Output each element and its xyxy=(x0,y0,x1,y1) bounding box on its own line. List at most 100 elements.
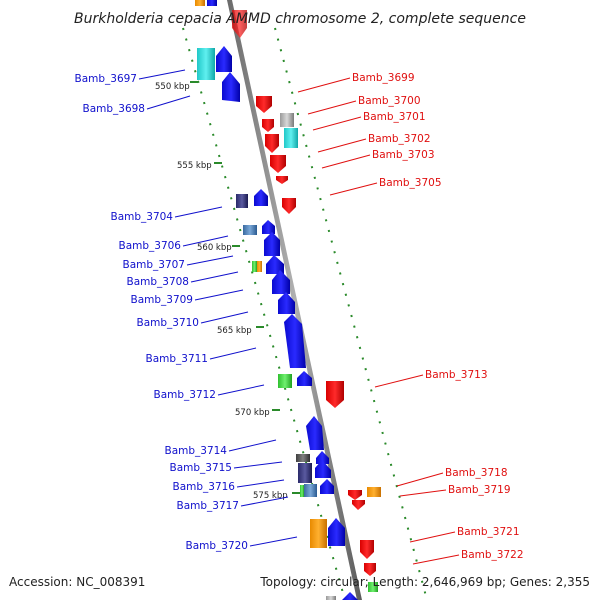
gene-feature[interactable] xyxy=(342,592,358,600)
gene-label-right[interactable]: Bamb_3699 xyxy=(352,72,415,84)
gene-label-right[interactable]: Bamb_3722 xyxy=(461,549,524,561)
leader-line xyxy=(240,496,289,507)
gene-feature-bamb-3711[interactable] xyxy=(284,314,306,368)
gene-label-left[interactable]: Bamb_3706 xyxy=(118,240,181,252)
gene-label-left[interactable]: Bamb_3707 xyxy=(122,259,185,271)
leader-line xyxy=(217,384,265,396)
gene-feature-bamb-3720[interactable] xyxy=(310,519,327,548)
gene-feature-bamb-3717[interactable] xyxy=(304,484,317,497)
gene-feature-bamb-3705[interactable] xyxy=(282,198,296,214)
leader-line xyxy=(209,347,257,360)
gene-label-right[interactable]: Bamb_3703 xyxy=(372,149,435,161)
leader-line xyxy=(412,554,460,565)
gene-feature[interactable] xyxy=(232,10,247,38)
gene-feature-bamb-3698[interactable] xyxy=(222,72,240,102)
gene-feature[interactable] xyxy=(328,518,345,546)
right-gene-labels: Bamb_3699 Bamb_3700 Bamb_3701 Bamb_3702 … xyxy=(352,72,524,561)
leader-line xyxy=(396,472,444,487)
gene-feature-bamb-3703[interactable] xyxy=(270,155,286,173)
kbp-label: 570 kbp xyxy=(235,408,270,418)
gene-features xyxy=(195,0,381,600)
gene-feature-bamb-3722[interactable] xyxy=(364,563,376,576)
gene-feature[interactable] xyxy=(296,454,310,462)
gene-feature[interactable] xyxy=(278,292,295,314)
gene-feature[interactable] xyxy=(367,487,381,497)
gene-feature[interactable] xyxy=(262,220,275,234)
gene-feature-bamb-3721[interactable] xyxy=(360,540,374,559)
gene-label-left[interactable]: Bamb_3697 xyxy=(74,73,137,85)
gene-label-right[interactable]: Bamb_3713 xyxy=(425,369,488,381)
gene-label-left[interactable]: Bamb_3716 xyxy=(172,481,235,493)
gene-feature-bamb-3719[interactable] xyxy=(352,500,365,510)
gene-feature-bamb-3710[interactable] xyxy=(272,270,290,294)
kbp-label: 555 kbp xyxy=(177,161,212,171)
kbp-label: 575 kbp xyxy=(253,491,288,501)
gene-feature-bamb-3701[interactable] xyxy=(262,119,274,132)
gene-feature[interactable] xyxy=(297,371,312,386)
gene-feature-bamb-3707[interactable] xyxy=(252,261,257,272)
gene-feature-bamb-3718[interactable] xyxy=(348,490,362,500)
leader-line xyxy=(174,206,223,218)
gene-feature-bamb-3713[interactable] xyxy=(326,381,344,408)
gene-feature-bamb-3704[interactable] xyxy=(236,194,248,208)
gene-feature-bamb-3708[interactable] xyxy=(264,232,280,256)
gene-feature[interactable] xyxy=(368,582,378,592)
gene-label-right[interactable]: Bamb_3700 xyxy=(358,95,421,107)
gene-label-left[interactable]: Bamb_3698 xyxy=(82,103,145,115)
track-guides xyxy=(182,27,428,600)
leader-line xyxy=(312,116,362,131)
leader-line xyxy=(194,289,244,301)
gene-label-left[interactable]: Bamb_3704 xyxy=(110,211,173,223)
gene-feature-bamb-3697[interactable] xyxy=(197,48,215,80)
gene-feature-bamb-3702[interactable] xyxy=(284,128,298,148)
gene-feature[interactable] xyxy=(254,189,268,206)
gene-feature[interactable] xyxy=(300,485,304,497)
gene-label-right[interactable]: Bamb_3701 xyxy=(363,111,426,123)
gene-feature[interactable] xyxy=(316,451,329,464)
leader-line xyxy=(317,138,367,153)
gene-feature[interactable] xyxy=(276,176,288,184)
gene-feature[interactable] xyxy=(326,596,336,600)
gene-feature-bamb-3706[interactable] xyxy=(243,225,257,235)
gene-feature[interactable] xyxy=(207,0,217,6)
gene-label-left[interactable]: Bamb_3709 xyxy=(130,294,193,306)
gene-label-right[interactable]: Bamb_3721 xyxy=(457,526,520,538)
backbone-strip xyxy=(227,0,362,600)
right-leader-lines xyxy=(297,77,460,565)
gene-feature[interactable] xyxy=(216,46,232,72)
leader-line xyxy=(182,235,229,247)
leader-line xyxy=(374,374,424,388)
gene-label-left[interactable]: Bamb_3714 xyxy=(164,445,227,457)
gene-feature[interactable] xyxy=(257,261,262,272)
gene-feature[interactable] xyxy=(320,479,334,494)
outer-left-guide xyxy=(182,27,346,600)
gene-label-right[interactable]: Bamb_3705 xyxy=(379,177,442,189)
gene-feature[interactable] xyxy=(265,134,279,153)
gene-label-right[interactable]: Bamb_3718 xyxy=(445,467,508,479)
leader-line xyxy=(236,479,285,488)
gene-feature[interactable] xyxy=(195,0,205,6)
gene-feature-bamb-3700[interactable] xyxy=(280,113,294,127)
gene-feature-bamb-3714[interactable] xyxy=(306,416,324,450)
gene-label-left[interactable]: Bamb_3720 xyxy=(185,540,248,552)
gene-feature-bamb-3712[interactable] xyxy=(278,374,292,388)
gene-label-left[interactable]: Bamb_3710 xyxy=(136,317,199,329)
gene-label-left[interactable]: Bamb_3712 xyxy=(153,389,216,401)
gene-label-right[interactable]: Bamb_3719 xyxy=(448,484,511,496)
gene-feature-bamb-3699[interactable] xyxy=(256,96,272,113)
gene-label-right[interactable]: Bamb_3702 xyxy=(368,133,431,145)
gene-label-left[interactable]: Bamb_3711 xyxy=(145,353,208,365)
leader-line xyxy=(138,69,186,80)
gene-label-left[interactable]: Bamb_3715 xyxy=(169,462,232,474)
leader-line xyxy=(307,100,357,115)
map-title: Burkholderia cepacia AMMD chromosome 2, … xyxy=(74,11,526,27)
gene-feature-bamb-3709[interactable] xyxy=(266,255,284,274)
gene-label-left[interactable]: Bamb_3717 xyxy=(176,500,239,512)
leader-line xyxy=(233,461,283,469)
gene-feature-bamb-3716[interactable] xyxy=(315,460,331,478)
kbp-label: 560 kbp xyxy=(197,243,232,253)
gene-label-left[interactable]: Bamb_3708 xyxy=(126,276,189,288)
kbp-label: 550 kbp xyxy=(155,82,190,92)
gene-feature-bamb-3715[interactable] xyxy=(298,463,312,483)
